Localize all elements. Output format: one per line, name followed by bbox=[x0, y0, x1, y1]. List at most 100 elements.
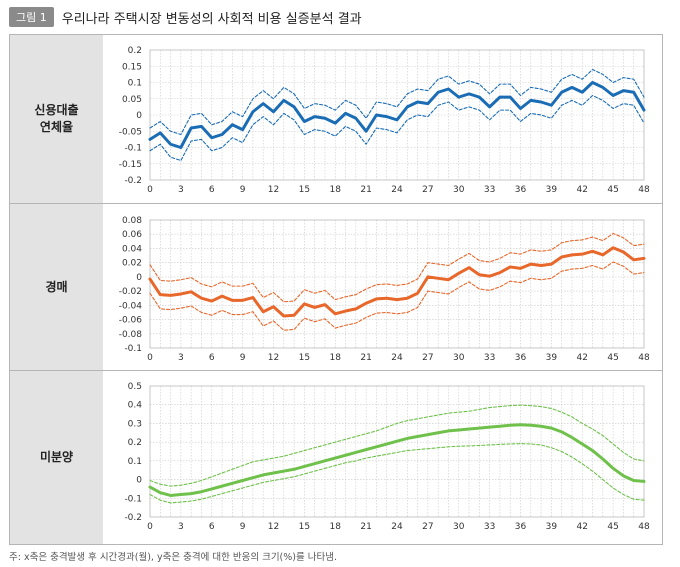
x-tick-label: 33 bbox=[484, 185, 495, 195]
x-tick-label: 12 bbox=[268, 353, 279, 363]
y-tick-label: -0.15 bbox=[119, 160, 142, 170]
x-tick-label: 30 bbox=[453, 185, 465, 195]
x-tick-label: 45 bbox=[607, 522, 618, 532]
y-tick-label: -0.04 bbox=[119, 301, 143, 311]
x-tick-label: 21 bbox=[360, 185, 371, 195]
x-tick-label: 6 bbox=[209, 522, 215, 532]
series-line-response bbox=[148, 423, 646, 497]
figure-title: 우리나라 주택시장 변동성의 사회적 비용 실증분석 결과 bbox=[61, 11, 362, 27]
panel-label-line: 신용대출 bbox=[34, 103, 79, 117]
plot-area-border bbox=[149, 49, 645, 181]
panel-label-auction: 경매 bbox=[10, 204, 103, 370]
y-tick-label: 0.06 bbox=[122, 230, 142, 240]
series-line-response bbox=[148, 246, 646, 318]
series-line-lower bbox=[149, 443, 645, 504]
x-tick-label: 6 bbox=[209, 353, 215, 363]
x-tick-label: 39 bbox=[546, 353, 558, 363]
y-tick-label: -0.2 bbox=[124, 513, 142, 523]
x-tick-label: 0 bbox=[147, 353, 153, 363]
x-tick-label: 30 bbox=[453, 353, 465, 363]
panel-label-credit-delinquency: 신용대출 연체율 bbox=[10, 35, 103, 203]
y-tick-label: -0.02 bbox=[119, 287, 142, 297]
charts-svg: 0.20.150.10.050-0.05-0.1-0.15-0.20 3 6 9 12 1… bbox=[119, 46, 650, 532]
figure-frame: 신용대출 연체율 경매 미분양 0.2 0.15 0.1 0.05 0 -0.05 -0.1… bbox=[9, 34, 663, 545]
x-tick-label: 42 bbox=[577, 353, 588, 363]
panel-divider bbox=[10, 203, 662, 204]
y-tick-label: 0.3 bbox=[128, 419, 142, 429]
x-tick-label: 48 bbox=[638, 353, 650, 363]
x-tick-label: 0 bbox=[147, 185, 153, 195]
y-tick-label: -0.1 bbox=[124, 494, 142, 504]
figure-badge: 그림 1 bbox=[9, 7, 54, 27]
y-tick-label: 0.5 bbox=[128, 382, 142, 392]
x-tick-label: 12 bbox=[268, 522, 279, 532]
x-tick-label: 18 bbox=[330, 522, 342, 532]
x-tick-label: 24 bbox=[391, 353, 403, 363]
y-tick-label: -0.06 bbox=[119, 316, 143, 326]
y-tick-label: 0.2 bbox=[128, 46, 142, 56]
x-tick-label: 42 bbox=[577, 185, 588, 195]
plot-area-border bbox=[149, 385, 645, 518]
x-tick-label: 45 bbox=[607, 185, 618, 195]
x-tick-label: 6 bbox=[209, 185, 215, 195]
figure-header: 그림 1 우리나라 주택시장 변동성의 사회적 비용 실증분석 결과 bbox=[9, 7, 362, 27]
panel-divider bbox=[10, 370, 662, 371]
panel-label-line: 경매 bbox=[45, 279, 68, 294]
x-tick-label: 30 bbox=[453, 522, 465, 532]
x-tick-label: 27 bbox=[422, 185, 433, 195]
x-tick-label: 12 bbox=[268, 185, 279, 195]
x-tick-label: 18 bbox=[330, 353, 342, 363]
y-tick-label: 0.04 bbox=[122, 244, 142, 254]
y-tick-label: -0.2 bbox=[124, 176, 142, 186]
x-tick-label: 21 bbox=[360, 522, 371, 532]
x-tick-label: 39 bbox=[546, 185, 558, 195]
x-tick-label: 0 bbox=[147, 522, 153, 532]
y-tick-label: 0 bbox=[136, 476, 142, 486]
panel-label-line: 미분양 bbox=[39, 450, 74, 464]
x-tick-label: 9 bbox=[240, 185, 246, 195]
x-tick-label: 3 bbox=[178, 353, 184, 363]
series-line-upper bbox=[149, 68, 645, 136]
y-tick-label: 0.08 bbox=[122, 216, 142, 226]
y-tick-label: 0 bbox=[136, 111, 142, 121]
series-line-lower bbox=[149, 94, 645, 162]
y-tick-label: -0.08 bbox=[119, 330, 143, 340]
x-tick-label: 15 bbox=[299, 353, 310, 363]
y-tick-label: 0 bbox=[136, 273, 142, 283]
y-tick-label: -0.1 bbox=[124, 144, 142, 154]
y-tick-label: 0.1 bbox=[128, 79, 142, 89]
y-tick-label: 0.4 bbox=[128, 401, 143, 411]
x-tick-label: 3 bbox=[178, 185, 184, 195]
x-tick-label: 15 bbox=[299, 185, 310, 195]
x-tick-label: 45 bbox=[607, 353, 618, 363]
plot-area-border bbox=[149, 219, 645, 349]
series-line-upper bbox=[149, 232, 645, 303]
figure-footnote: 주: x축은 충격발생 후 시간경과(월), y축은 충격에 대한 반응의 크기… bbox=[9, 552, 337, 563]
y-tick-label: -0.05 bbox=[119, 127, 142, 137]
x-tick-label: 33 bbox=[484, 522, 495, 532]
x-tick-label: 27 bbox=[422, 353, 433, 363]
x-tick-label: 36 bbox=[515, 522, 527, 532]
y-tick-label: 0.1 bbox=[128, 457, 142, 467]
x-tick-label: 15 bbox=[299, 522, 310, 532]
x-tick-label: 33 bbox=[484, 353, 495, 363]
x-tick-label: 24 bbox=[391, 185, 403, 195]
x-tick-label: 48 bbox=[638, 185, 650, 195]
series-line-upper bbox=[149, 404, 645, 487]
y-tick-label: 0.15 bbox=[122, 62, 142, 72]
series-line-response bbox=[148, 81, 646, 149]
x-tick-label: 18 bbox=[330, 185, 342, 195]
y-tick-label: -0.1 bbox=[124, 344, 142, 354]
panel-label-line: 연체율 bbox=[39, 120, 74, 134]
x-tick-label: 24 bbox=[391, 522, 403, 532]
series-line-lower bbox=[149, 261, 645, 331]
x-tick-label: 27 bbox=[422, 522, 433, 532]
x-tick-label: 21 bbox=[360, 353, 371, 363]
x-tick-label: 9 bbox=[240, 522, 246, 532]
panel-label-unsold-housing: 미분양 bbox=[10, 371, 103, 544]
x-tick-label: 36 bbox=[515, 353, 527, 363]
x-tick-label: 48 bbox=[638, 522, 650, 532]
x-tick-label: 3 bbox=[178, 522, 184, 532]
x-tick-label: 42 bbox=[577, 522, 588, 532]
y-tick-label: 0.2 bbox=[128, 438, 142, 448]
